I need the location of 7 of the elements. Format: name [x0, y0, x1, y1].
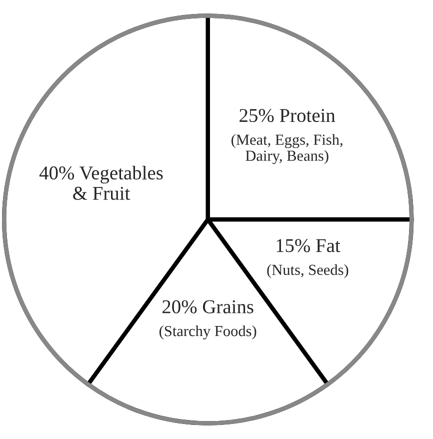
text: (Starchy Foods) — [160, 325, 256, 340]
slice-label: 25% Protein — [240, 108, 336, 122]
text: (Nuts, Seeds) — [267, 264, 348, 278]
slice-label: 15% Fat — [276, 239, 340, 252]
slice-label: 40% Vegetables & Fruit — [39, 166, 163, 200]
slice-label: 20% Grains — [162, 300, 254, 314]
text: (Meat, Eggs, Fish, Dairy, Beans) — [232, 134, 342, 164]
